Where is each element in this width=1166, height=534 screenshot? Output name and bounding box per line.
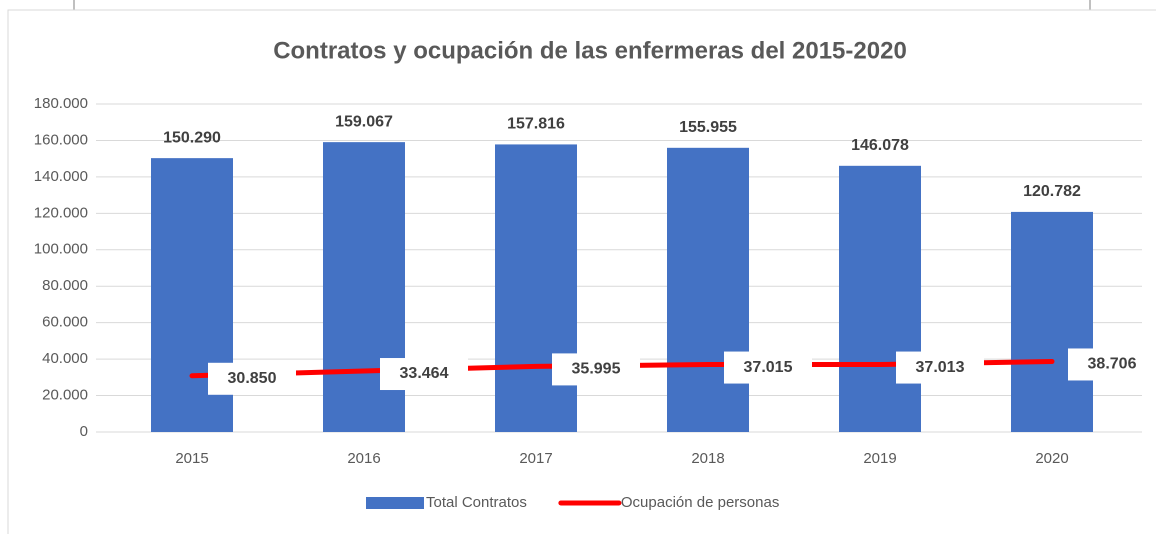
bar bbox=[839, 165, 921, 432]
y-tick-label: 20.000 bbox=[42, 387, 88, 404]
x-tick-label: 2020 bbox=[1035, 450, 1068, 467]
bar-value-label: 146.078 bbox=[851, 137, 909, 154]
chart-border bbox=[7, 9, 1156, 534]
line-value-label: 37.013 bbox=[916, 359, 965, 376]
y-tick-label: 180.000 bbox=[34, 95, 88, 112]
y-tick-label: 140.000 bbox=[34, 168, 88, 185]
line-value-label: 38.706 bbox=[1088, 356, 1137, 373]
chart-title: Contratos y ocupación de las enfermeras … bbox=[273, 37, 907, 64]
label-box bbox=[380, 358, 468, 391]
bar-value-label: 155.955 bbox=[679, 119, 737, 136]
bar bbox=[1011, 211, 1093, 432]
y-tick-label: 0 bbox=[80, 423, 88, 440]
x-tick-label: 2017 bbox=[519, 450, 552, 467]
legend-label: Total Contratos bbox=[426, 494, 527, 511]
line-value-label: 30.850 bbox=[228, 370, 277, 387]
x-tick-label: 2016 bbox=[347, 450, 380, 467]
line-value-label: 33.464 bbox=[400, 365, 449, 382]
label-box bbox=[1068, 348, 1156, 381]
legend-label: Ocupación de personas bbox=[621, 494, 779, 511]
bar bbox=[495, 144, 577, 432]
y-tick-label: 100.000 bbox=[34, 241, 88, 258]
y-tick-label: 60.000 bbox=[42, 314, 88, 331]
bar bbox=[667, 147, 749, 432]
x-tick-label: 2015 bbox=[175, 450, 208, 467]
bar-value-label: 150.290 bbox=[163, 129, 221, 146]
x-tick-label: 2018 bbox=[691, 450, 724, 467]
line-value-label: 35.995 bbox=[572, 361, 621, 378]
y-tick-label: 120.000 bbox=[34, 204, 88, 221]
label-box bbox=[724, 351, 812, 384]
label-box bbox=[208, 362, 296, 395]
bar-value-label: 159.067 bbox=[335, 113, 393, 130]
y-tick-label: 80.000 bbox=[42, 277, 88, 294]
y-tick-label: 40.000 bbox=[42, 350, 88, 367]
x-tick-label: 2019 bbox=[863, 450, 896, 467]
legend-swatch bbox=[366, 497, 424, 509]
y-tick-label: 160.000 bbox=[34, 131, 88, 148]
label-box bbox=[896, 351, 984, 384]
bar-value-label: 120.782 bbox=[1023, 183, 1081, 200]
bar-value-label: 157.816 bbox=[507, 116, 565, 133]
line-value-label: 37.015 bbox=[744, 359, 793, 376]
label-box bbox=[552, 353, 640, 386]
